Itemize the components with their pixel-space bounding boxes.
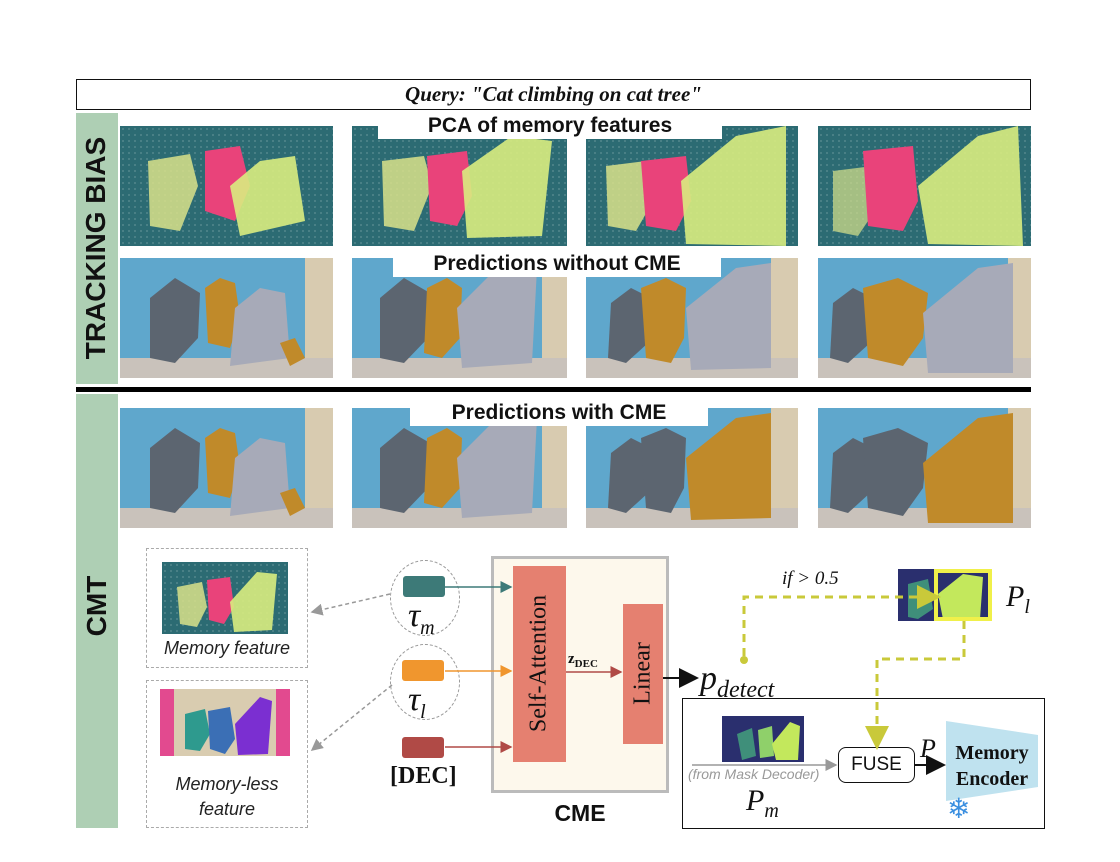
pca-thumb-4 [818,126,1031,246]
section-separator [76,387,1031,392]
p-m-label: Pm [746,784,779,822]
tau-m-circle [390,560,460,636]
with-cme-thumb-4 [818,408,1031,528]
with-cme-thumb-2 [352,408,567,528]
query-banner: Query: "Cat climbing on cat tree" [76,79,1031,110]
pca-thumb-3 [586,126,798,246]
p-label: P [920,734,936,763]
linear-block [623,604,663,744]
with-cme-thumb-1 [120,408,333,528]
memoryless-feature-label-1: Memory-less [175,774,279,794]
self-attention-block [513,566,566,762]
p-l-label: Pl [1006,580,1030,618]
tau-l-label: τl [408,681,426,723]
cme-label: CME [554,800,606,826]
without-cme-thumb-1 [120,258,333,378]
pca-thumb-1 [120,126,333,246]
cmt-band [76,394,118,828]
memoryless-feature-image [160,689,290,756]
with-cme-row-title: Predictions with CME [410,400,708,426]
pca-row-title: PCA of memory features [378,113,722,139]
memory-encoder-label-2: Encoder [955,768,1029,790]
memory-feature-label: Memory feature [163,638,291,658]
tau-l-circle [390,644,460,720]
without-cme-thumb-2 [352,258,567,378]
memoryless-feature-box [146,680,308,828]
z-dec-label: zDEC [568,651,598,670]
tau-l-token [402,660,444,681]
memory-feature-image [162,562,288,634]
tracking-bias-band [76,113,118,384]
memory-encoder-label-1: Memory [955,742,1029,764]
from-mask-decoder-label: (from Mask Decoder) [688,766,820,782]
memoryless-feature-label-2: feature [198,799,256,819]
self-attention-label: Self-Attention [525,594,552,733]
p-l-image [898,569,992,621]
without-cme-thumb-4 [818,258,1031,378]
dec-token [402,737,444,758]
without-cme-row-title: Predictions without CME [393,251,721,277]
with-cme-thumb-3 [586,408,798,528]
fuse-block: FUSE [838,747,915,783]
condition-label: if > 0.5 [782,568,839,589]
cmt-label: CMT [81,575,112,637]
p-m-image [722,716,804,762]
tracking-bias-label: TRACKING BIAS [80,136,111,360]
tau-m-to-memory-feature-arrow [310,593,391,616]
pca-thumb-2 [352,126,567,246]
without-cme-thumb-3 [586,258,798,378]
dec-label: [DEC] [390,763,457,789]
linear-label: Linear [629,642,656,705]
memory-encoder-block [946,721,1038,801]
tau-m-label: τm [408,597,435,639]
tau-l-to-memoryless-feature-arrow [310,684,393,751]
snowflake-icon: ❄ [947,793,971,824]
memory-feature-box [146,548,308,668]
tau-m-token [403,576,445,597]
